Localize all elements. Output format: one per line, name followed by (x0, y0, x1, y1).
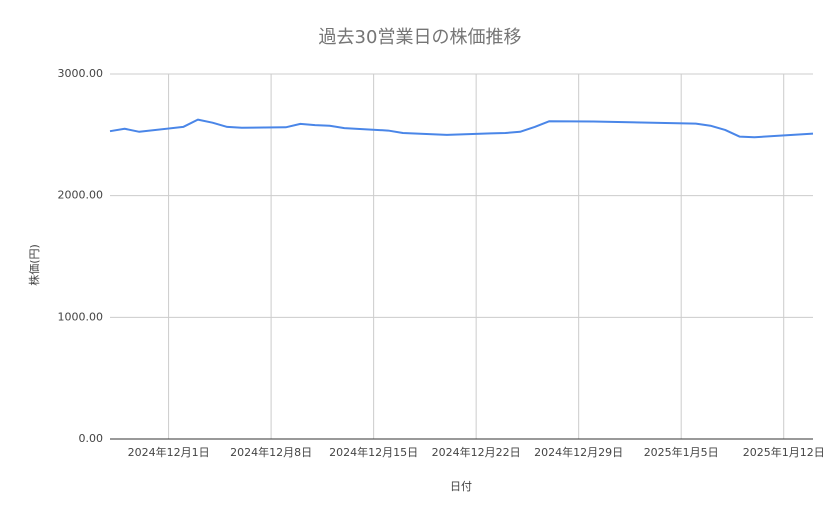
x-tick-label: 2024年12月1日 (128, 445, 210, 459)
x-tick-label: 2024年12月15日 (329, 445, 418, 459)
y-tick-label: 3000.00 (58, 67, 104, 80)
y-axis-label: 株価(円) (27, 244, 41, 286)
chart-title: 過去30営業日の株価推移 (319, 27, 522, 48)
y-tick-label: 2000.00 (58, 189, 104, 202)
x-tick-label: 2024年12月29日 (534, 445, 623, 459)
x-tick-label: 2025年1月12日 (743, 445, 825, 459)
x-tick-label: 2024年12月22日 (432, 445, 521, 459)
x-axis-label: 日付 (450, 480, 472, 493)
x-tick-label: 2025年1月5日 (644, 445, 719, 459)
x-tick-label: 2024年12月8日 (230, 445, 312, 459)
y-tick-label: 1000.00 (58, 310, 104, 323)
data-line (109, 118, 814, 139)
y-tick-label: 0.00 (79, 432, 104, 445)
